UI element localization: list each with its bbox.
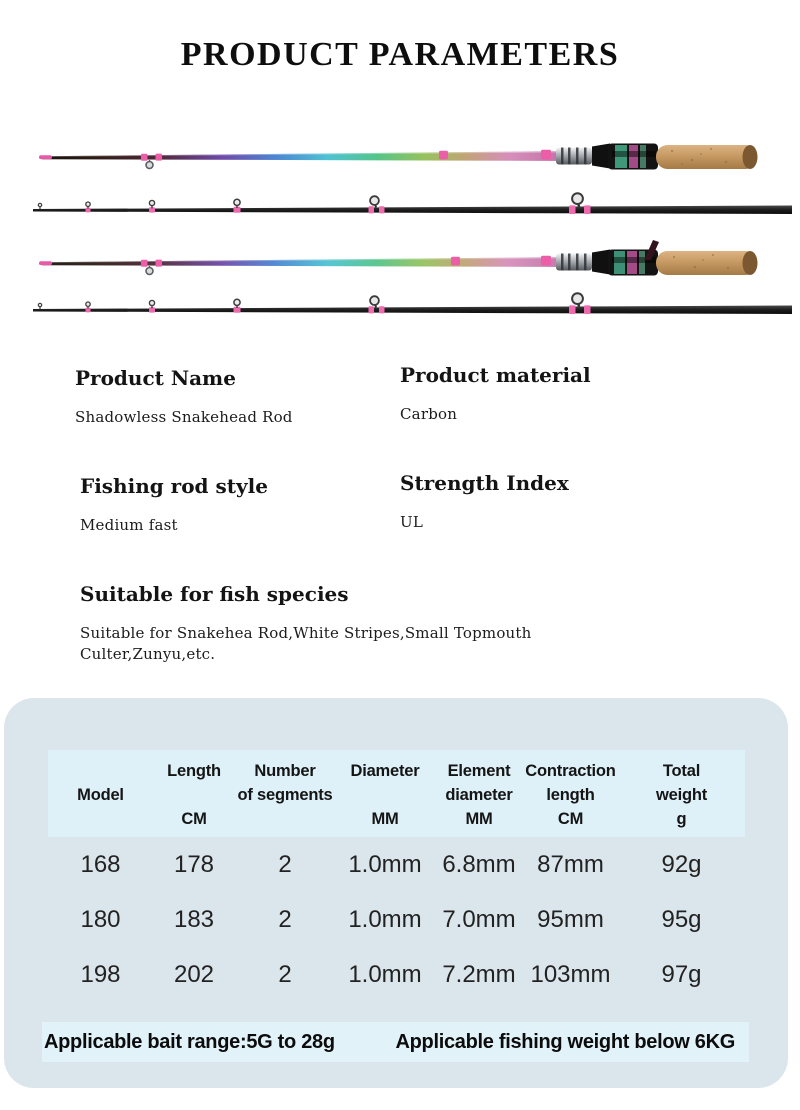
reel-seat <box>556 143 658 170</box>
spec-rod-style: Fishing rod style Medium fast <box>80 474 268 536</box>
spec-value: Medium fast <box>80 516 178 534</box>
product-photo-rods <box>31 143 794 316</box>
parameters-panel: Model Length CM Number of segments Diame… <box>4 698 788 1088</box>
rod-image-tip-section-2 <box>31 292 794 316</box>
spec-value: UL <box>400 513 424 531</box>
column-header-element-diameter: Element diameter MM <box>445 761 513 828</box>
column-header-model: Model <box>77 785 124 804</box>
rod-tip <box>39 261 52 266</box>
cork-handle <box>656 145 758 169</box>
rod-image-casting-assembled <box>39 240 758 276</box>
column-header-segments: Number of segments <box>237 761 333 804</box>
trigger-grip <box>644 240 659 260</box>
rod-image-tip-section-1 <box>31 191 794 216</box>
column-header-total-weight: Total weight g <box>655 761 708 828</box>
table-row: 198 202 2 1.0mm 7.2mm 103mm 97g <box>80 960 702 988</box>
spec-label: Product material <box>400 363 591 387</box>
spec-value: Carbon <box>400 405 458 423</box>
column-header-length: Length CM <box>167 761 221 828</box>
table-row: 168 178 2 1.0mm 6.8mm 87mm 92g <box>80 850 702 878</box>
spec-product-material: Product material Carbon <box>400 363 591 425</box>
spec-label: Strength Index <box>400 471 569 495</box>
spec-label: Suitable for fish species <box>80 582 349 606</box>
rod-tip <box>39 155 52 160</box>
bait-range-text: Applicable bait range:5G to 28g <box>44 1030 335 1053</box>
spec-value: Suitable for Snakehea Rod,White Stripes,… <box>80 624 532 663</box>
table-row: 180 183 2 1.0mm 7.0mm 95mm 95g <box>80 905 702 933</box>
spec-fish-species: Suitable for fish species Suitable for S… <box>80 582 580 665</box>
reel-seat <box>556 240 659 276</box>
spec-product-name: Product Name Shadowless Snakehead Rod <box>75 366 293 428</box>
footer-bar: Applicable bait range:5G to 28g Applicab… <box>42 1022 749 1062</box>
table-body: 168 178 2 1.0mm 6.8mm 87mm 92g 180 183 2… <box>48 837 745 1002</box>
column-header-diameter: Diameter MM <box>350 761 420 828</box>
rod-image-spinning-assembled <box>39 143 758 170</box>
fishing-weight-text: Applicable fishing weight below 6KG <box>395 1030 735 1053</box>
spec-strength-index: Strength Index UL <box>400 471 569 533</box>
table-header: Model Length CM Number of segments Diame… <box>48 750 745 837</box>
cork-handle <box>656 251 758 275</box>
spec-label: Fishing rod style <box>80 474 268 498</box>
column-header-contraction-length: Contraction length CM <box>525 761 616 828</box>
page-title: PRODUCT PARAMETERS <box>180 36 620 73</box>
spec-label: Product Name <box>75 366 236 390</box>
spec-value: Shadowless Snakehead Rod <box>75 408 293 426</box>
